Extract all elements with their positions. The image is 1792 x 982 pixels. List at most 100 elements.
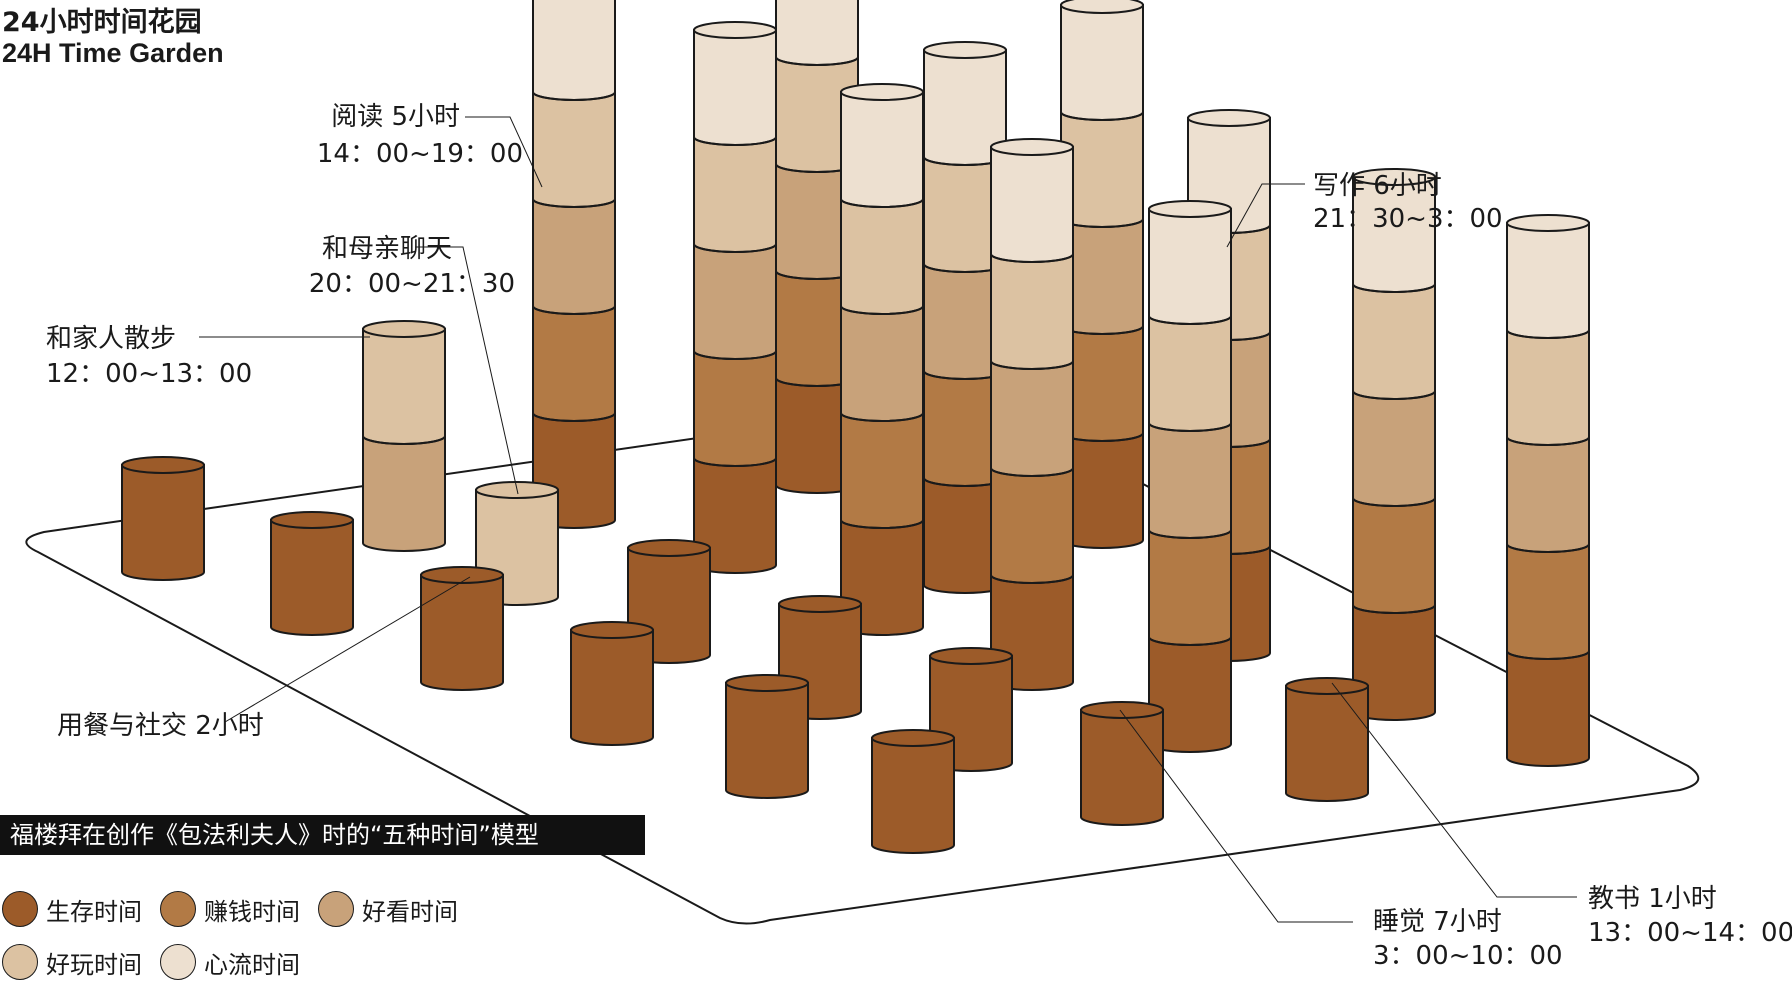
legend-item-money: 赚钱时间 xyxy=(160,889,300,929)
cylinder-top xyxy=(778,595,862,613)
annotation-teach-title: 教书 1小时 xyxy=(1588,884,1717,914)
segment-boundary xyxy=(1352,604,1436,614)
cylinder-top xyxy=(121,456,205,474)
annotation-mother-title: 和母亲聊天 xyxy=(322,234,452,264)
cylinder-front-7 xyxy=(871,729,955,854)
cylinder-b2 xyxy=(923,41,1007,594)
cylinder-top xyxy=(1080,701,1164,719)
cylinder-segment xyxy=(990,360,1074,477)
cylinder-segment xyxy=(1148,315,1232,432)
cylinder-segment xyxy=(570,629,654,746)
segment-boundary xyxy=(1506,543,1590,553)
cylinder-segment xyxy=(1506,650,1590,767)
cylinder-segment xyxy=(990,146,1074,263)
legend-item-fun: 好玩时间 xyxy=(2,942,142,982)
segment-boundary xyxy=(990,574,1074,584)
cylinder-top xyxy=(362,320,446,338)
cylinder-segment xyxy=(1060,4,1144,121)
segment-boundary xyxy=(693,457,777,467)
cylinder-top xyxy=(1060,0,1144,14)
segment-boundary xyxy=(775,56,859,66)
segment-boundary xyxy=(532,198,616,208)
segment-boundary xyxy=(1506,436,1590,446)
cylinder-sleep xyxy=(1080,701,1164,826)
cylinder-segment xyxy=(775,0,859,66)
cylinder-segment xyxy=(840,198,924,315)
cylinder-top xyxy=(1187,109,1271,127)
cylinder-a2 xyxy=(840,83,924,636)
legend-swatch-money xyxy=(160,891,196,927)
cylinder-segment xyxy=(362,435,446,552)
cylinder-teach xyxy=(1285,677,1369,802)
cylinder-a4 xyxy=(1148,200,1232,753)
annotation-teach-time: 13：00~14：00 xyxy=(1588,918,1792,948)
cylinder-b3 xyxy=(1060,0,1144,549)
cylinder-front-0 xyxy=(121,456,205,581)
cylinder-top xyxy=(693,21,777,39)
cylinder-segment xyxy=(532,91,616,208)
cylinder-segment xyxy=(121,464,205,581)
annotation-reading-time: 14：00~19：00 xyxy=(317,139,523,169)
segment-boundary xyxy=(693,243,777,253)
title-english: 24H Time Garden xyxy=(2,38,224,68)
segment-boundary xyxy=(840,519,924,529)
cylinder-top xyxy=(840,83,924,101)
segment-boundary xyxy=(1060,111,1144,121)
cylinder-top xyxy=(570,621,654,639)
cylinder-front-5 xyxy=(725,674,809,799)
cylinder-segment xyxy=(1506,222,1590,339)
segment-boundary xyxy=(693,136,777,146)
cylinder-segment xyxy=(1352,283,1436,400)
cylinder-segment xyxy=(1506,329,1590,446)
cylinder-walk xyxy=(362,320,446,552)
cylinder-top xyxy=(725,674,809,692)
legend-label: 好看时间 xyxy=(362,897,458,926)
cylinder-segment xyxy=(1148,529,1232,646)
segment-boundary xyxy=(532,305,616,315)
legend-label: 生存时间 xyxy=(46,897,142,926)
cylinder-top xyxy=(871,729,955,747)
leader-meal xyxy=(224,576,471,723)
leader-sleep xyxy=(1119,709,1353,923)
legend-swatch-goodlook xyxy=(318,891,354,927)
title-chinese: 24小时时间花园 xyxy=(2,7,202,38)
cylinder-segment xyxy=(725,682,809,799)
cylinder-segment xyxy=(990,253,1074,370)
segment-boundary xyxy=(1352,283,1436,293)
annotation-mother-time: 20：00~21：30 xyxy=(309,269,515,299)
leader-reading xyxy=(465,116,543,188)
cylinder-top xyxy=(270,511,354,529)
cylinder-far-right xyxy=(1506,214,1590,767)
segment-boundary xyxy=(362,435,446,445)
cylinder-segment xyxy=(693,350,777,467)
cylinder-segment xyxy=(532,198,616,315)
cylinder-segment xyxy=(1352,497,1436,614)
cylinder-segment xyxy=(270,519,354,636)
cylinder-segment xyxy=(840,305,924,422)
legend-swatch-survival xyxy=(2,891,38,927)
segment-boundary xyxy=(1148,636,1232,646)
legend-swatch-fun xyxy=(2,944,38,980)
cylinder-front-3 xyxy=(570,621,654,746)
cylinder-segment xyxy=(1506,436,1590,553)
cylinder-segment xyxy=(532,305,616,422)
cylinder-segment xyxy=(693,243,777,360)
cylinder-segment xyxy=(362,328,446,445)
annotation-writing-time: 21：30~3：00 xyxy=(1313,204,1503,234)
cylinder-b0 xyxy=(532,0,616,529)
annotation-meal-title: 用餐与社交 2小时 xyxy=(57,711,264,741)
leader-teach xyxy=(1331,682,1577,898)
legend-item-survival: 生存时间 xyxy=(2,889,142,929)
cylinder-meal xyxy=(420,566,504,691)
cylinder-segment xyxy=(693,136,777,253)
legend-item-goodlook: 好看时间 xyxy=(318,889,458,929)
cylinder-top xyxy=(627,539,711,557)
cylinder-top xyxy=(1506,214,1590,232)
cylinder-segment xyxy=(1080,709,1164,826)
cylinder-segment xyxy=(1506,543,1590,660)
cylinder-segment xyxy=(693,29,777,146)
cylinder-segment xyxy=(420,574,504,691)
legend-label: 心流时间 xyxy=(204,950,300,979)
cylinder-a1 xyxy=(693,21,777,574)
